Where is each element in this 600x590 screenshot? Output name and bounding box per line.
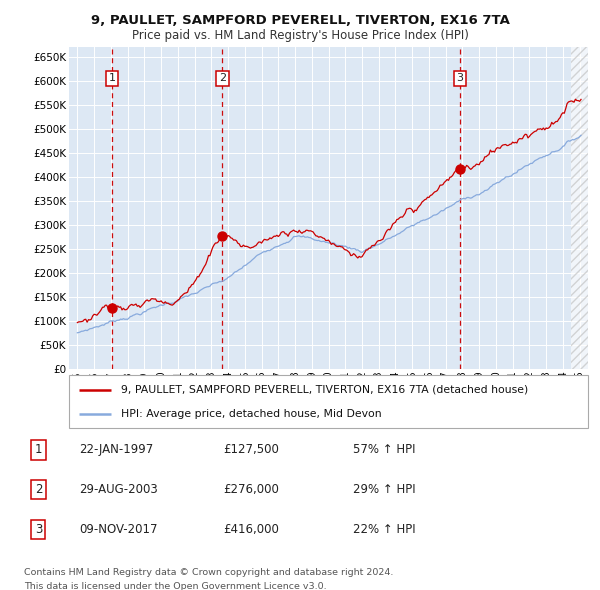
Text: 9, PAULLET, SAMPFORD PEVERELL, TIVERTON, EX16 7TA: 9, PAULLET, SAMPFORD PEVERELL, TIVERTON,… bbox=[91, 14, 509, 27]
Text: £416,000: £416,000 bbox=[224, 523, 280, 536]
Text: Contains HM Land Registry data © Crown copyright and database right 2024.: Contains HM Land Registry data © Crown c… bbox=[24, 568, 393, 576]
Text: 57% ↑ HPI: 57% ↑ HPI bbox=[353, 443, 416, 456]
Text: 22% ↑ HPI: 22% ↑ HPI bbox=[353, 523, 416, 536]
Text: HPI: Average price, detached house, Mid Devon: HPI: Average price, detached house, Mid … bbox=[121, 409, 382, 419]
Text: 3: 3 bbox=[457, 73, 463, 83]
Text: 1: 1 bbox=[109, 73, 115, 83]
Text: 1: 1 bbox=[35, 443, 42, 456]
Text: 22-JAN-1997: 22-JAN-1997 bbox=[80, 443, 154, 456]
Text: 29-AUG-2003: 29-AUG-2003 bbox=[80, 483, 158, 496]
Text: This data is licensed under the Open Government Licence v3.0.: This data is licensed under the Open Gov… bbox=[24, 582, 326, 590]
Text: 29% ↑ HPI: 29% ↑ HPI bbox=[353, 483, 416, 496]
Text: 2: 2 bbox=[35, 483, 42, 496]
FancyBboxPatch shape bbox=[69, 375, 588, 428]
Text: 3: 3 bbox=[35, 523, 42, 536]
Text: Price paid vs. HM Land Registry's House Price Index (HPI): Price paid vs. HM Land Registry's House … bbox=[131, 29, 469, 42]
Text: 09-NOV-2017: 09-NOV-2017 bbox=[80, 523, 158, 536]
Text: £127,500: £127,500 bbox=[224, 443, 280, 456]
Text: 9, PAULLET, SAMPFORD PEVERELL, TIVERTON, EX16 7TA (detached house): 9, PAULLET, SAMPFORD PEVERELL, TIVERTON,… bbox=[121, 385, 528, 395]
Text: 2: 2 bbox=[219, 73, 226, 83]
Text: £276,000: £276,000 bbox=[224, 483, 280, 496]
